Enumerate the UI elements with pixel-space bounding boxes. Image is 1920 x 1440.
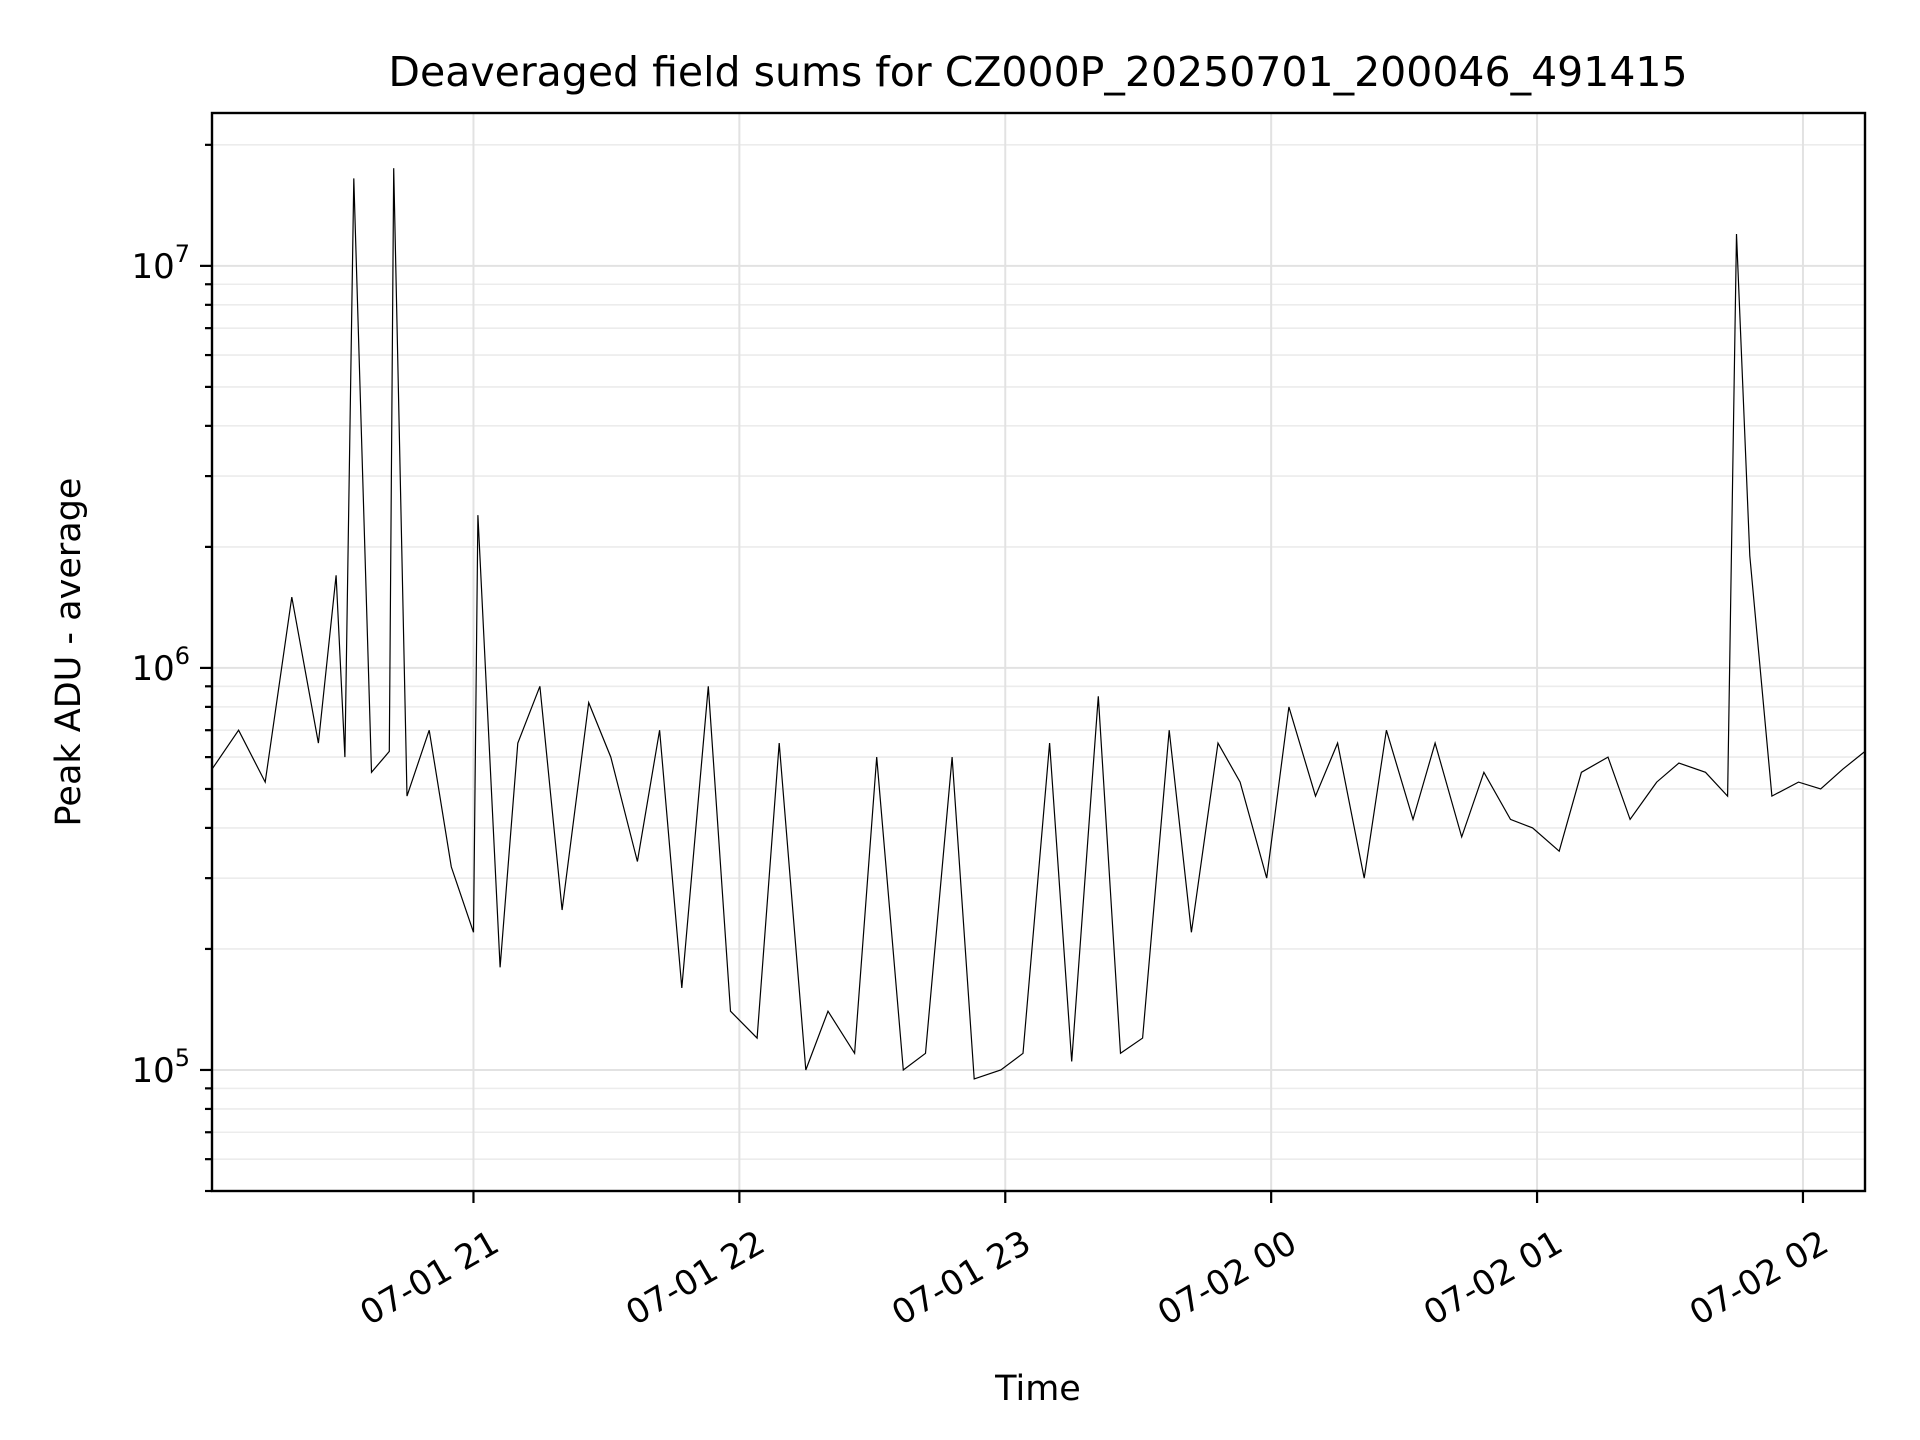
x-tick-label: 07-02 00 bbox=[1151, 1223, 1303, 1334]
plot-area bbox=[211, 168, 1866, 1080]
y-tick-label: 107 bbox=[131, 240, 190, 287]
x-axis: 07-01 21 07-01 22 07-01 23 07-02 00 07-02 01… bbox=[353, 1191, 1835, 1334]
x-axis-label: Time bbox=[994, 1369, 1081, 1409]
chart-title: Deaveraged field sums for CZ000P_2025070… bbox=[388, 48, 1687, 96]
x-tick-label: 07-02 01 bbox=[1417, 1223, 1569, 1334]
x-tick-label: 07-01 22 bbox=[619, 1223, 771, 1334]
y-axis-label: Peak ADU - average bbox=[49, 478, 89, 827]
series-line-0 bbox=[211, 168, 1866, 1080]
x-tick-label: 07-01 23 bbox=[885, 1223, 1037, 1334]
axes-frame bbox=[210, 111, 1867, 1193]
major-gridlines bbox=[212, 113, 1865, 1191]
x-tick-label: 07-02 02 bbox=[1683, 1223, 1835, 1334]
x-tick-label: 07-01 21 bbox=[353, 1223, 505, 1334]
y-axis: 105 106 107 bbox=[131, 143, 212, 1193]
y-tick-label: 105 bbox=[131, 1044, 190, 1091]
y-tick-label: 106 bbox=[131, 642, 190, 689]
